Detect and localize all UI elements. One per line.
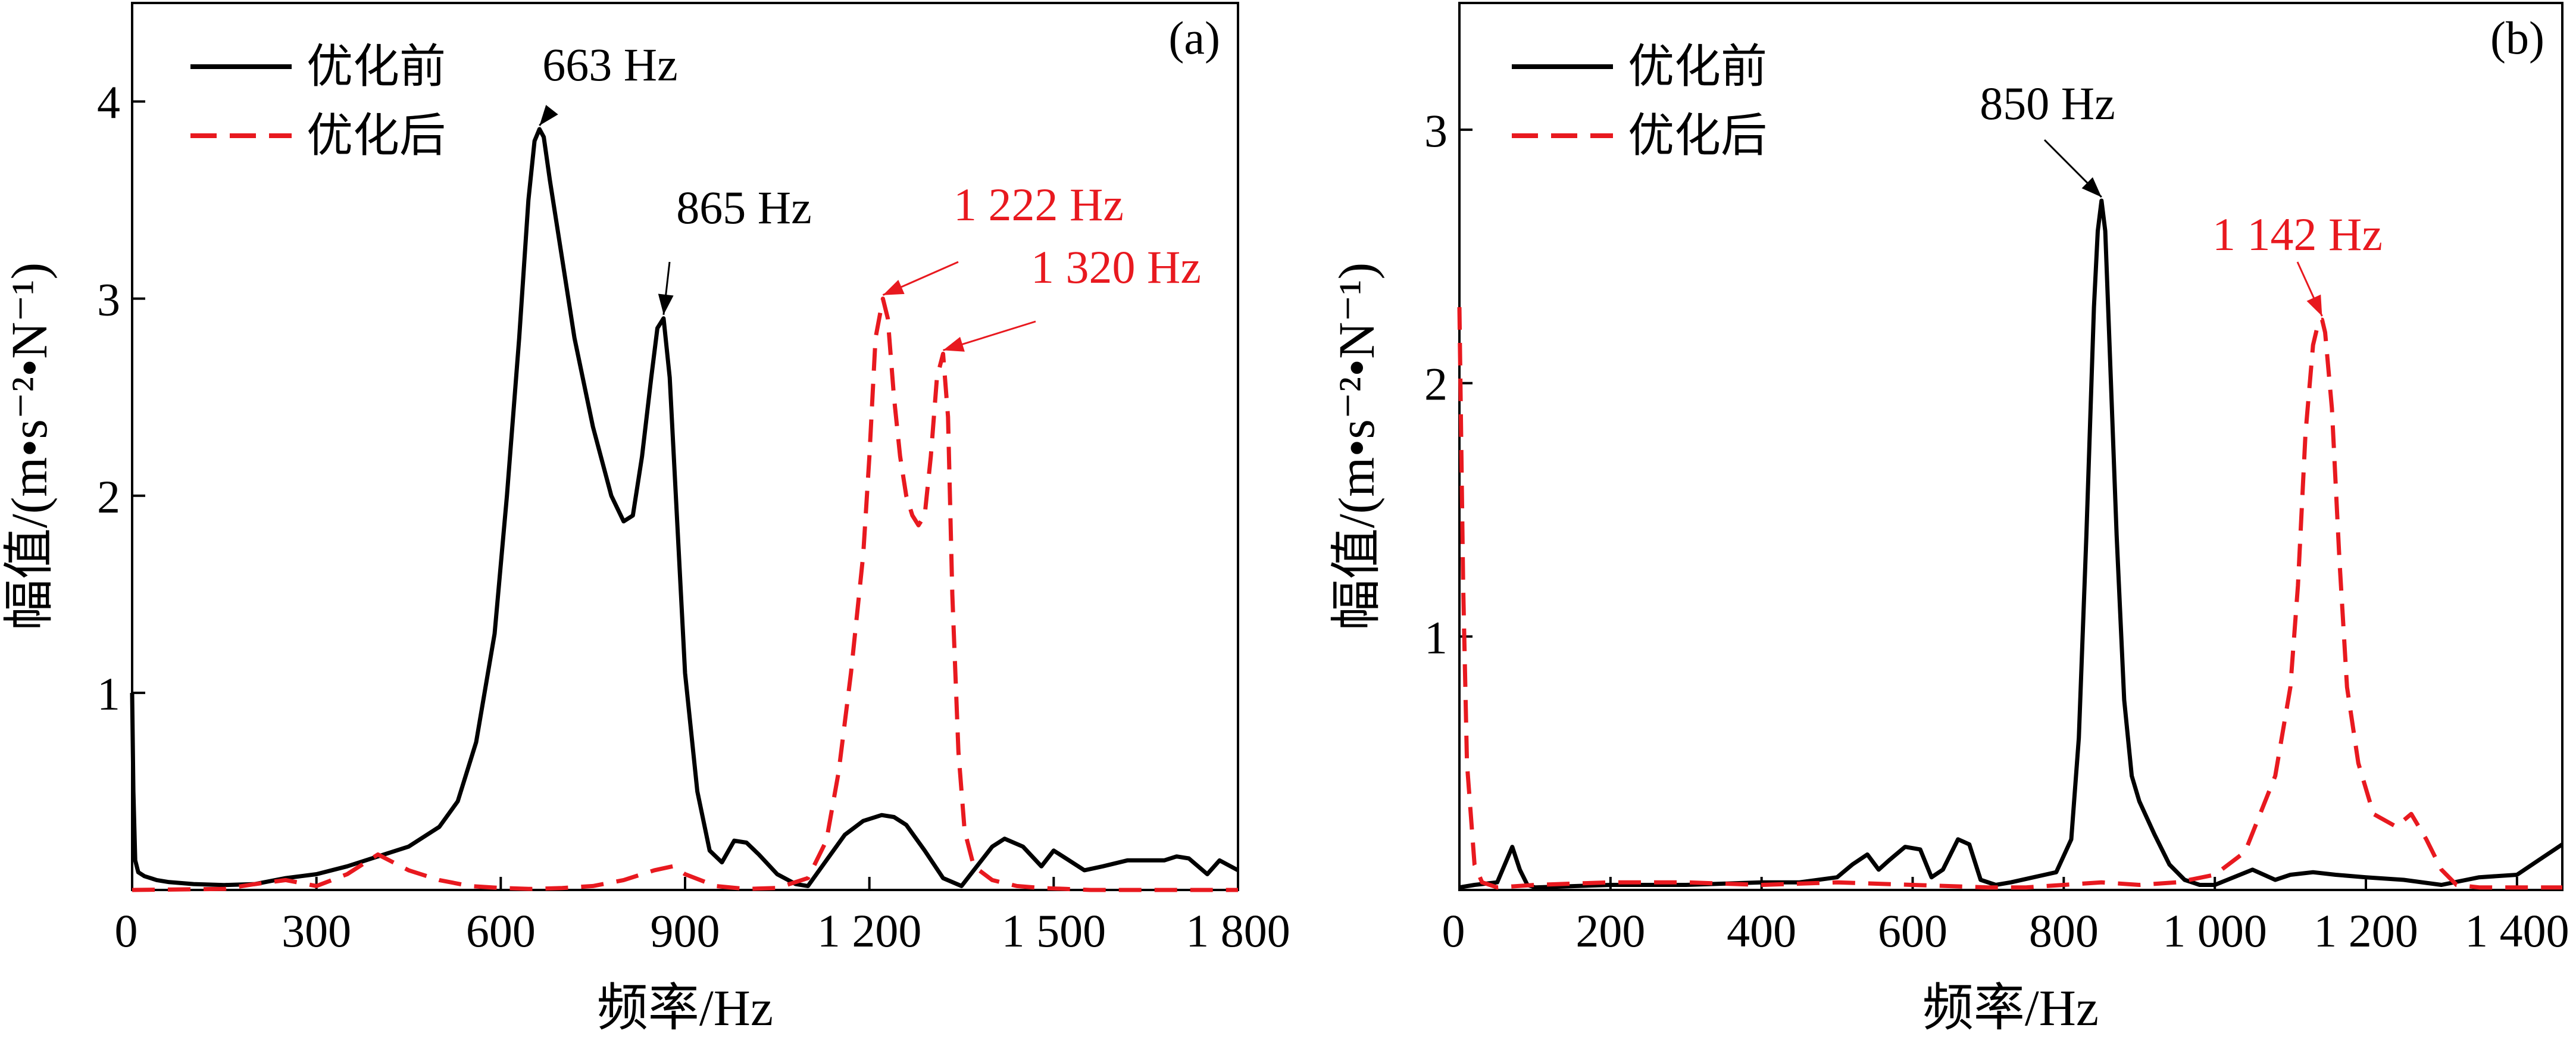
x-tick-label-a-2: 600 (466, 905, 536, 957)
panel-label-b: (b) (2490, 12, 2544, 64)
x-tick-label-b-6: 1 200 (2314, 905, 2418, 957)
y-tick-label-a-1: 2 (97, 471, 120, 523)
y-tick-label-b-0: 1 (1424, 611, 1448, 663)
x-tick-label-a-4: 1 200 (817, 905, 922, 957)
x-tick-label-a-5: 1 500 (1002, 905, 1106, 957)
series-line-b-before (1459, 198, 2564, 890)
peak-arrowhead-a-0 (539, 105, 558, 126)
x-axis-label-b: 频率/Hz (1922, 979, 2099, 1036)
x-tick-label-b-7: 1 400 (2465, 905, 2569, 957)
y-axis-label-b: 幅值/(m•s⁻²•N⁻¹) (1328, 263, 1385, 630)
peak-annotation-b-0: 850 Hz (1980, 77, 2115, 129)
peak-annotation-a-2: 1 222 Hz (954, 179, 1124, 230)
legend-label-after-a: 优化后 (307, 110, 446, 161)
peak-annotation-b-1: 1 142 Hz (2212, 208, 2383, 260)
plot-frame-b (1458, 2, 2564, 891)
y-tick-label-a-0: 1 (97, 668, 120, 720)
legend-label-before-b: 优化前 (1628, 40, 1767, 92)
legend-b: 优化前 优化后 (1512, 40, 1767, 161)
peak-annotation-a-3: 1 320 Hz (1031, 241, 1201, 293)
x-tick-label-a-3: 900 (651, 905, 720, 957)
peak-arrowhead-a-2 (883, 280, 905, 295)
y-tick-label-a-2: 3 (97, 274, 120, 326)
series-line-a-before (130, 127, 1239, 888)
peak-arrowhead-b-0 (2081, 177, 2102, 198)
x-axis-label-a: 频率/Hz (597, 979, 773, 1036)
x-tick-label-b-5: 1 000 (2162, 905, 2267, 957)
y-tick-label-b-1: 2 (1424, 358, 1448, 410)
peak-annotation-a-0: 663 Hz (542, 39, 677, 90)
x-tick-label-b-1: 200 (1575, 905, 1645, 957)
peak-arrowhead-b-1 (2306, 294, 2322, 317)
y-tick-label-a-3: 4 (97, 77, 120, 129)
panel-label-a: (a) (1168, 12, 1220, 64)
y-axis-label-a: 幅值/(m•s⁻²•N⁻¹) (1, 263, 58, 630)
legend-a: 优化前 优化后 (190, 40, 446, 161)
x-tick-label-b-0: 0 (1442, 905, 1465, 957)
legend-label-after-b: 优化后 (1628, 110, 1767, 161)
plot-frame-a (131, 2, 1239, 891)
x-tick-label-a-0: 0 (115, 905, 138, 957)
x-tick-label-a-1: 300 (282, 905, 351, 957)
panel-b: (b) 优化前 优化后 频率/Hz 幅值/(m•s⁻²•N⁻¹) 0 200 400… (1328, 2, 2569, 1036)
x-tick-label-b-4: 800 (2029, 905, 2099, 957)
peak-annotation-a-1: 865 Hz (676, 182, 811, 233)
x-tick-label-b-3: 600 (1878, 905, 1947, 957)
series-line-a-after (132, 296, 1238, 892)
legend-label-before-a: 优化前 (307, 40, 446, 92)
peak-arrowhead-a-3 (943, 336, 965, 352)
series-line-b-after (1457, 307, 2562, 890)
x-tick-label-a-6: 1 800 (1186, 905, 1290, 957)
x-tick-label-b-2: 400 (1727, 905, 1796, 957)
peak-arrowhead-a-1 (658, 293, 674, 315)
panel-a: (a) 优化前 优化后 频率/Hz 幅值/(m•s⁻²•N⁻¹) 0 300 600… (1, 2, 1290, 1036)
y-tick-label-b-2: 3 (1424, 105, 1448, 157)
